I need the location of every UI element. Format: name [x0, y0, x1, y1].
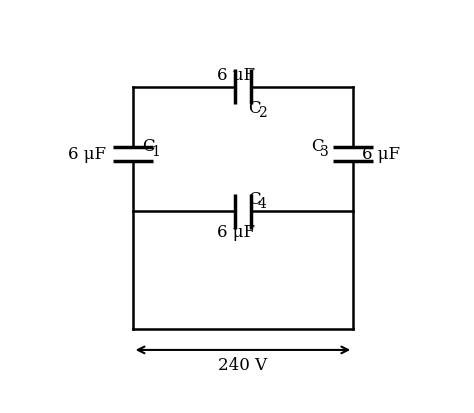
- Text: 2: 2: [258, 106, 266, 120]
- Text: 1: 1: [151, 144, 160, 158]
- Text: 6 μF: 6 μF: [217, 224, 255, 241]
- Text: C: C: [248, 190, 261, 207]
- Text: 3: 3: [320, 144, 329, 158]
- Text: 6 μF: 6 μF: [68, 146, 107, 163]
- Text: C: C: [248, 100, 261, 117]
- Text: 6 μF: 6 μF: [362, 146, 401, 163]
- Text: 4: 4: [258, 197, 266, 211]
- Text: C: C: [311, 138, 324, 155]
- Text: 6 μF: 6 μF: [217, 66, 255, 83]
- Text: C: C: [142, 138, 155, 155]
- Text: 240 V: 240 V: [219, 356, 267, 373]
